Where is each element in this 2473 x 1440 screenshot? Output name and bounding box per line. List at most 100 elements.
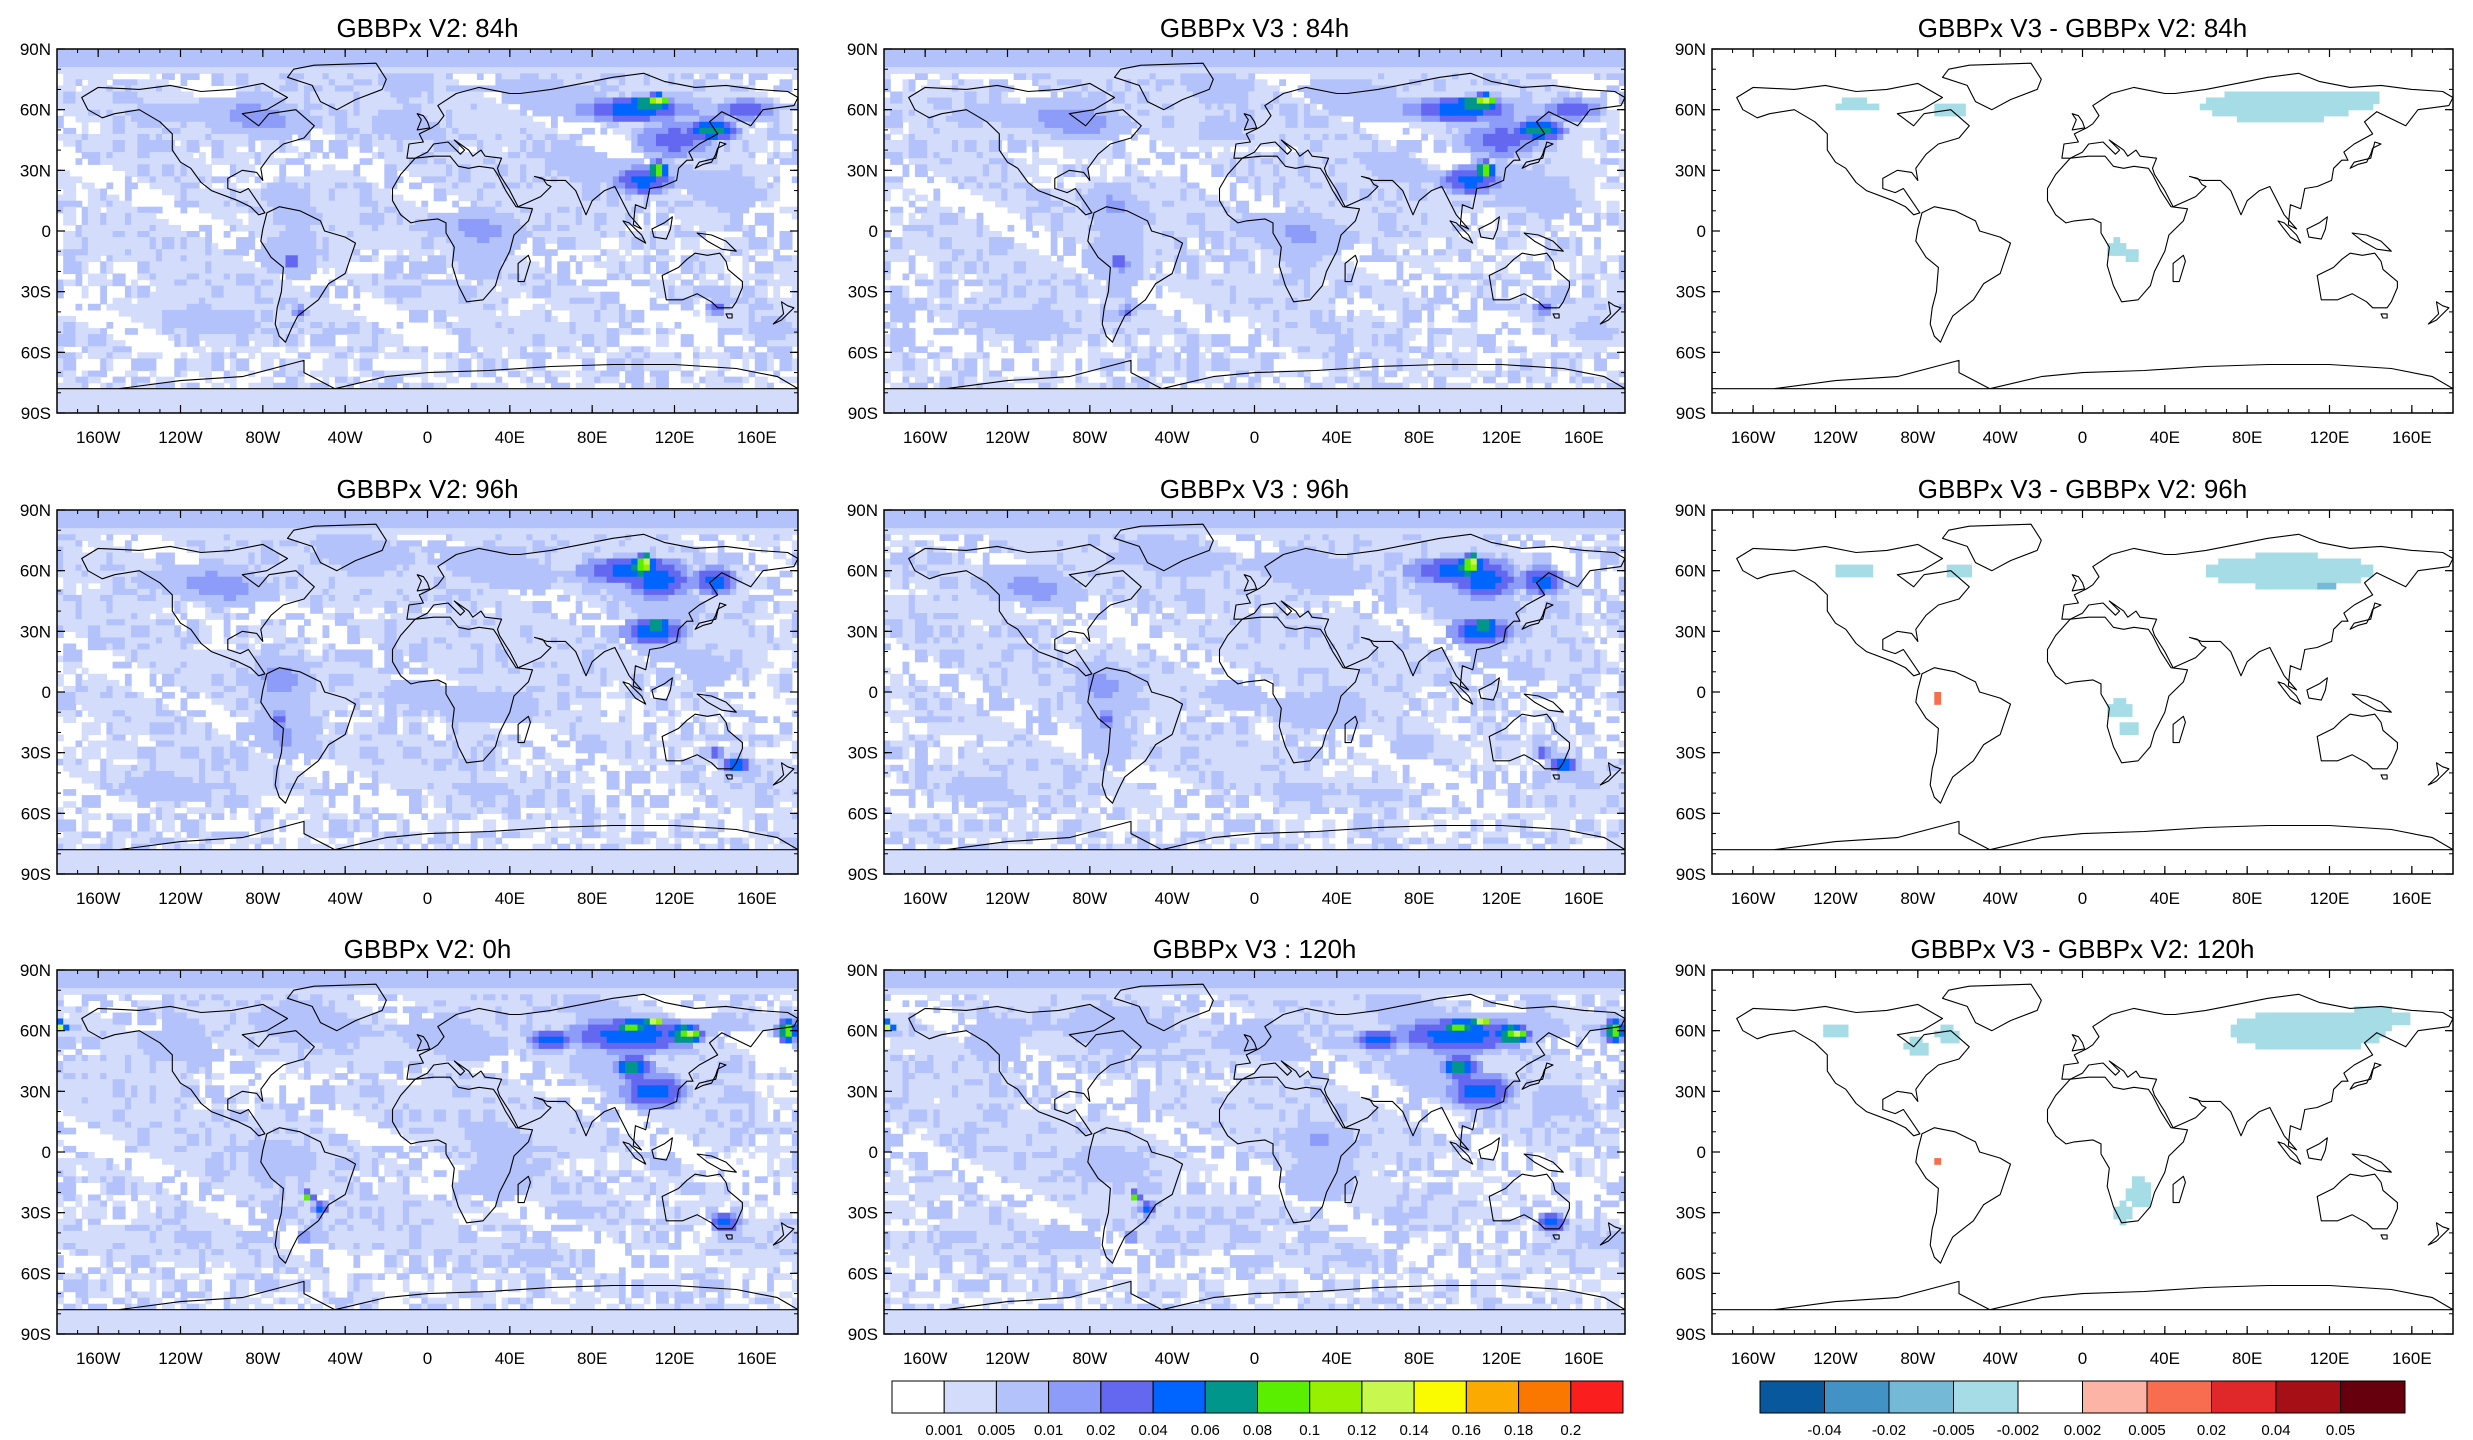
lon-tick-label: 40W (328, 428, 363, 447)
lat-tick-label: 90N (20, 501, 51, 520)
lon-tick-label: 160W (903, 428, 947, 447)
map-panel: GBBPx V3 : 84h 90N 60N 30N 0 30S 60S 90S 160W 120… (847, 13, 1626, 447)
lon-tick-label: 120W (985, 889, 1029, 908)
lon-tick-label: 160W (1731, 1349, 1775, 1368)
colorbar-label: -0.002 (1997, 1422, 2040, 1439)
colorbar-swatch (2211, 1380, 2277, 1414)
lon-tick-label: 0 (423, 428, 432, 447)
lon-tick-label: 40E (2150, 428, 2180, 447)
colorbar-swatch (2275, 1380, 2341, 1414)
colorbar-label: -0.02 (1872, 1422, 1906, 1439)
lat-tick-label: 90S (21, 404, 51, 423)
colorbar-swatch (1048, 1380, 1102, 1414)
colorbar-label: 0.12 (1347, 1422, 1376, 1439)
lon-tick-label: 160E (737, 428, 777, 447)
data-field (884, 49, 1625, 413)
lat-tick-label: 30N (20, 622, 51, 641)
lat-tick-label: 0 (1697, 222, 1706, 241)
lat-tick-label: 60S (21, 804, 51, 823)
lat-tick-label: 90N (1675, 501, 1706, 520)
colorbar-label: 0.16 (1452, 1422, 1481, 1439)
lon-tick-label: 160W (76, 889, 120, 908)
colorbar-label: 0.2 (1560, 1422, 1581, 1439)
lat-tick-label: 60N (1675, 562, 1706, 581)
data-field (57, 510, 798, 874)
lat-tick-label: 30S (848, 744, 878, 763)
lat-tick-label: 60N (1675, 1022, 1706, 1041)
lat-tick-label: 60N (20, 101, 51, 120)
lon-tick-label: 160W (903, 1349, 947, 1368)
lat-tick-label: 0 (869, 683, 878, 702)
colorbar-label: 0.002 (2064, 1422, 2102, 1439)
colorbar-swatch (1824, 1380, 1890, 1414)
lat-tick-label: 60N (847, 101, 878, 120)
map-panel: GBBPx V3 - GBBPx V2: 96h 90N 60N 30N 0 30S 60S… (1675, 474, 2454, 908)
lon-tick-label: 80E (1404, 889, 1434, 908)
lat-tick-label: 30N (847, 1082, 878, 1101)
lon-tick-label: 80W (1072, 889, 1107, 908)
data-field (884, 970, 1625, 1334)
colorbar-label: 0.05 (2326, 1422, 2355, 1439)
lon-tick-label: 160E (737, 1349, 777, 1368)
lon-tick-label: 80E (1404, 1349, 1434, 1368)
map-panel: GBBPx V2: 84h 90N 60N 30N 0 30S 60S 90S 160W 120W… (20, 13, 799, 447)
colorbar-swatch (1257, 1380, 1311, 1414)
lat-tick-label: 30S (848, 1204, 878, 1223)
colorbar-swatch (1413, 1380, 1467, 1414)
lat-tick-label: 60N (1675, 101, 1706, 120)
lon-tick-label: 40W (1155, 889, 1190, 908)
lon-tick-label: 80W (1900, 889, 1935, 908)
lat-tick-label: 60S (848, 804, 878, 823)
lon-tick-label: 0 (2078, 1349, 2087, 1368)
colorbar-swatch (1953, 1380, 2019, 1414)
colorbar-label: 0.18 (1504, 1422, 1533, 1439)
lat-tick-label: 30S (21, 744, 51, 763)
colorbar-swatch (1759, 1380, 1825, 1414)
lon-tick-label: 80W (1900, 1349, 1935, 1368)
data-field (1712, 970, 2453, 1334)
lat-tick-label: 90N (847, 961, 878, 980)
lon-tick-label: 40W (1155, 428, 1190, 447)
lon-tick-label: 40E (2150, 889, 2180, 908)
lon-tick-label: 40W (1983, 889, 2018, 908)
colorbar-swatch (943, 1380, 997, 1414)
map-panel: GBBPx V3 - GBBPx V2: 84h 90N 60N 30N 0 30S 60S… (1675, 13, 2454, 447)
data-field (57, 49, 798, 413)
lat-tick-label: 90S (848, 1325, 878, 1344)
lat-tick-label: 30N (1675, 1082, 1706, 1101)
colorbar-swatch (1100, 1380, 1154, 1414)
lon-tick-label: 0 (1250, 428, 1259, 447)
colorbar-label: 0.04 (1138, 1422, 1167, 1439)
lon-tick-label: 40E (495, 889, 525, 908)
lat-tick-label: 30S (21, 1204, 51, 1223)
lat-tick-label: 60S (21, 343, 51, 362)
colorbar-label: 0.005 (2128, 1422, 2166, 1439)
map-panel: GBBPx V3 : 96h 90N 60N 30N 0 30S 60S 90S 160W 120… (847, 474, 1626, 908)
lat-tick-label: 30N (20, 161, 51, 180)
colorbar-label: 0.01 (1034, 1422, 1063, 1439)
lat-tick-label: 60S (21, 1264, 51, 1283)
lon-tick-label: 120W (985, 1349, 1029, 1368)
colorbar-absolute: 0.001 0.005 0.01 0.02 0.04 0.06 0.08 0.1 0.12 0.1… (891, 1380, 1624, 1439)
lon-tick-label: 160E (1564, 428, 1604, 447)
colorbar-label: -0.005 (1932, 1422, 1975, 1439)
lon-tick-label: 160W (76, 428, 120, 447)
lat-tick-label: 90S (848, 404, 878, 423)
lon-tick-label: 40W (1983, 428, 2018, 447)
lat-tick-label: 90S (848, 865, 878, 884)
lat-tick-label: 90N (1675, 961, 1706, 980)
colorbar-swatch (1888, 1380, 1954, 1414)
lon-tick-label: 160E (737, 889, 777, 908)
colorbar-label: 0.02 (1086, 1422, 1115, 1439)
map-panel: GBBPx V2: 0h 90N 60N 30N 0 30S 60S 90S 160W 120W 8… (20, 934, 799, 1368)
lon-tick-label: 80W (1900, 428, 1935, 447)
lat-tick-label: 90S (21, 865, 51, 884)
colorbar-swatch (2017, 1380, 2083, 1414)
map-panel: GBBPx V2: 96h 90N 60N 30N 0 30S 60S 90S 160W 120W… (20, 474, 799, 908)
map-panel: GBBPx V3 - GBBPx V2: 120h 90N 60N 30N 0 30S 60… (1675, 934, 2454, 1368)
colorbar-label: 0.14 (1399, 1422, 1428, 1439)
lon-tick-label: 0 (423, 889, 432, 908)
lat-tick-label: 90S (1676, 1325, 1706, 1344)
lon-tick-label: 160W (1731, 428, 1775, 447)
lon-tick-label: 80E (2232, 428, 2262, 447)
